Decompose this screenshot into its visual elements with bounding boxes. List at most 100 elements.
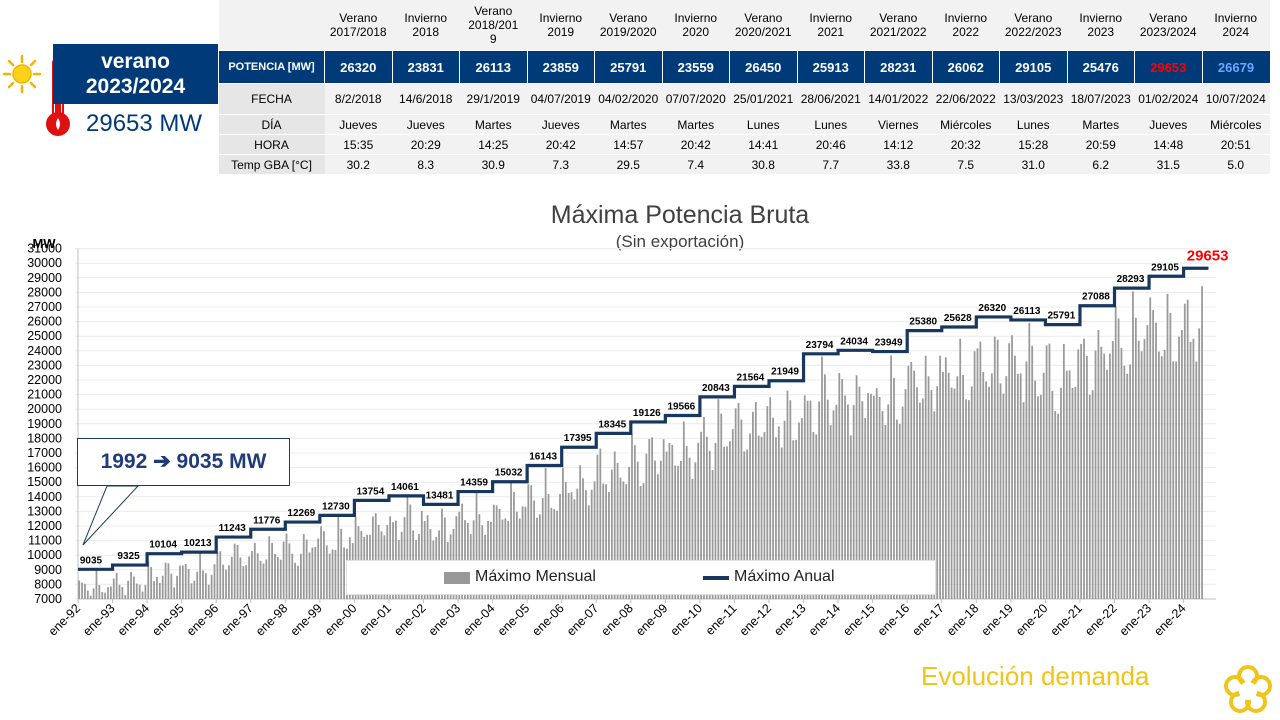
annual-value-label: 21949 (771, 367, 799, 378)
fecha-cell: 10/07/2024 (1202, 83, 1270, 115)
monthly-bar (884, 424, 887, 599)
season-power: 29653 MW (86, 110, 203, 137)
monthly-bar (1134, 317, 1137, 599)
monthly-bar (582, 478, 584, 599)
monthly-bar (763, 432, 766, 599)
x-tick-label: ene-05 (495, 601, 532, 638)
monthly-bar (325, 545, 328, 599)
monthly-bar (107, 587, 109, 599)
monthly-bar (475, 491, 478, 599)
y-tick-label: 10000 (27, 548, 62, 562)
monthly-bar (167, 563, 170, 599)
monthly-bar (1195, 361, 1198, 599)
monthly-bar (101, 592, 104, 599)
y-tick-label: 21000 (27, 388, 62, 402)
hora-cell: 20:42 (662, 134, 730, 155)
y-tick-label: 18000 (27, 431, 62, 445)
x-tick-label: ene-06 (529, 601, 566, 638)
monthly-bar (809, 400, 812, 599)
monthly-bar (1126, 373, 1129, 599)
monthly-bar (835, 404, 838, 599)
column-header: Invierno 2022 (932, 0, 1000, 51)
monthly-bar (956, 376, 959, 599)
annual-value-label: 21564 (737, 372, 765, 383)
column-header-line: 2018 (412, 25, 440, 39)
potencia-cell: 28231 (864, 50, 932, 84)
monthly-bar (979, 341, 982, 599)
temp-cell: 8.3 (392, 154, 460, 174)
monthly-bar (677, 465, 679, 599)
monthly-bar (608, 491, 610, 599)
y-axis-label: MW (32, 236, 56, 251)
monthly-bar (1031, 345, 1034, 599)
monthly-bar (294, 562, 297, 599)
annual-value-label: 26113 (1013, 306, 1041, 317)
monthly-bar (829, 425, 832, 599)
monthly-bar (279, 559, 282, 599)
monthly-bar (990, 373, 993, 599)
monthly-bar (504, 518, 507, 599)
monthly-bar (731, 429, 734, 599)
monthly-bar (403, 517, 406, 599)
column-header-line: Verano (879, 11, 918, 25)
monthly-bar (743, 451, 746, 599)
monthly-bar (161, 575, 164, 599)
monthly-bar (783, 420, 786, 599)
x-tick-label: ene-21 (1048, 601, 1085, 638)
monthly-bar (967, 400, 970, 599)
monthly-bar (1114, 306, 1117, 599)
hora-cell: 15:35 (324, 134, 392, 155)
monthly-bar (657, 474, 659, 599)
monthly-bar (559, 494, 561, 599)
hora-cell: 14:12 (864, 134, 932, 155)
monthly-bar (1034, 380, 1036, 599)
monthly-bar (187, 569, 190, 599)
fecha-cell: 13/03/2023 (999, 83, 1067, 115)
monthly-bar (962, 374, 964, 599)
monthly-bar (1008, 343, 1011, 599)
x-tick-label: ene-11 (703, 601, 740, 638)
monthly-bar (513, 491, 515, 599)
potencia-cell: 29105 (999, 50, 1067, 84)
monthly-bar (406, 497, 409, 599)
monthly-bar (982, 372, 985, 599)
monthly-bar (803, 395, 806, 599)
monthly-bar (740, 419, 743, 599)
monthly-bar (1123, 365, 1126, 599)
x-tick-label: ene-13 (771, 601, 808, 638)
dia-cell: Martes (1067, 114, 1135, 135)
hora-cell: 14:25 (459, 134, 527, 155)
monthly-bar (443, 517, 446, 599)
monthly-bar (659, 460, 662, 599)
monthly-bar (916, 387, 918, 599)
monthly-bar (343, 547, 345, 599)
x-tick-label: ene-09 (633, 601, 670, 638)
monthly-bar (230, 556, 233, 599)
monthly-bar (812, 432, 815, 599)
monthly-bar (965, 399, 967, 599)
monthly-bar (1120, 347, 1123, 599)
y-tick-label: 28000 (27, 285, 62, 299)
monthly-bar (772, 417, 774, 599)
x-tick-label: ene-03 (426, 601, 463, 638)
column-header: Verano 2022/2023 (999, 0, 1067, 51)
monthly-bar (1157, 351, 1160, 599)
fecha-cell: 04/02/2020 (594, 83, 662, 115)
monthly-bar (988, 386, 990, 599)
monthly-bar (705, 436, 708, 599)
monthly-bar (703, 416, 705, 599)
y-tick-label: 16000 (27, 461, 62, 475)
monthly-bar (253, 542, 256, 599)
annual-value-label: 16143 (529, 452, 557, 463)
x-tick-label: ene-96 (184, 601, 221, 638)
monthly-bar (749, 433, 751, 599)
monthly-bar (746, 449, 749, 599)
monthly-bar (636, 461, 639, 599)
x-tick-label: ene-04 (460, 601, 497, 638)
monthly-bar (1129, 364, 1131, 599)
monthly-bar (1143, 339, 1146, 599)
monthly-bar (1109, 353, 1111, 599)
monthly-bar (919, 402, 921, 599)
annual-value-label: 25791 (1047, 311, 1075, 322)
monthly-bar (498, 508, 501, 599)
